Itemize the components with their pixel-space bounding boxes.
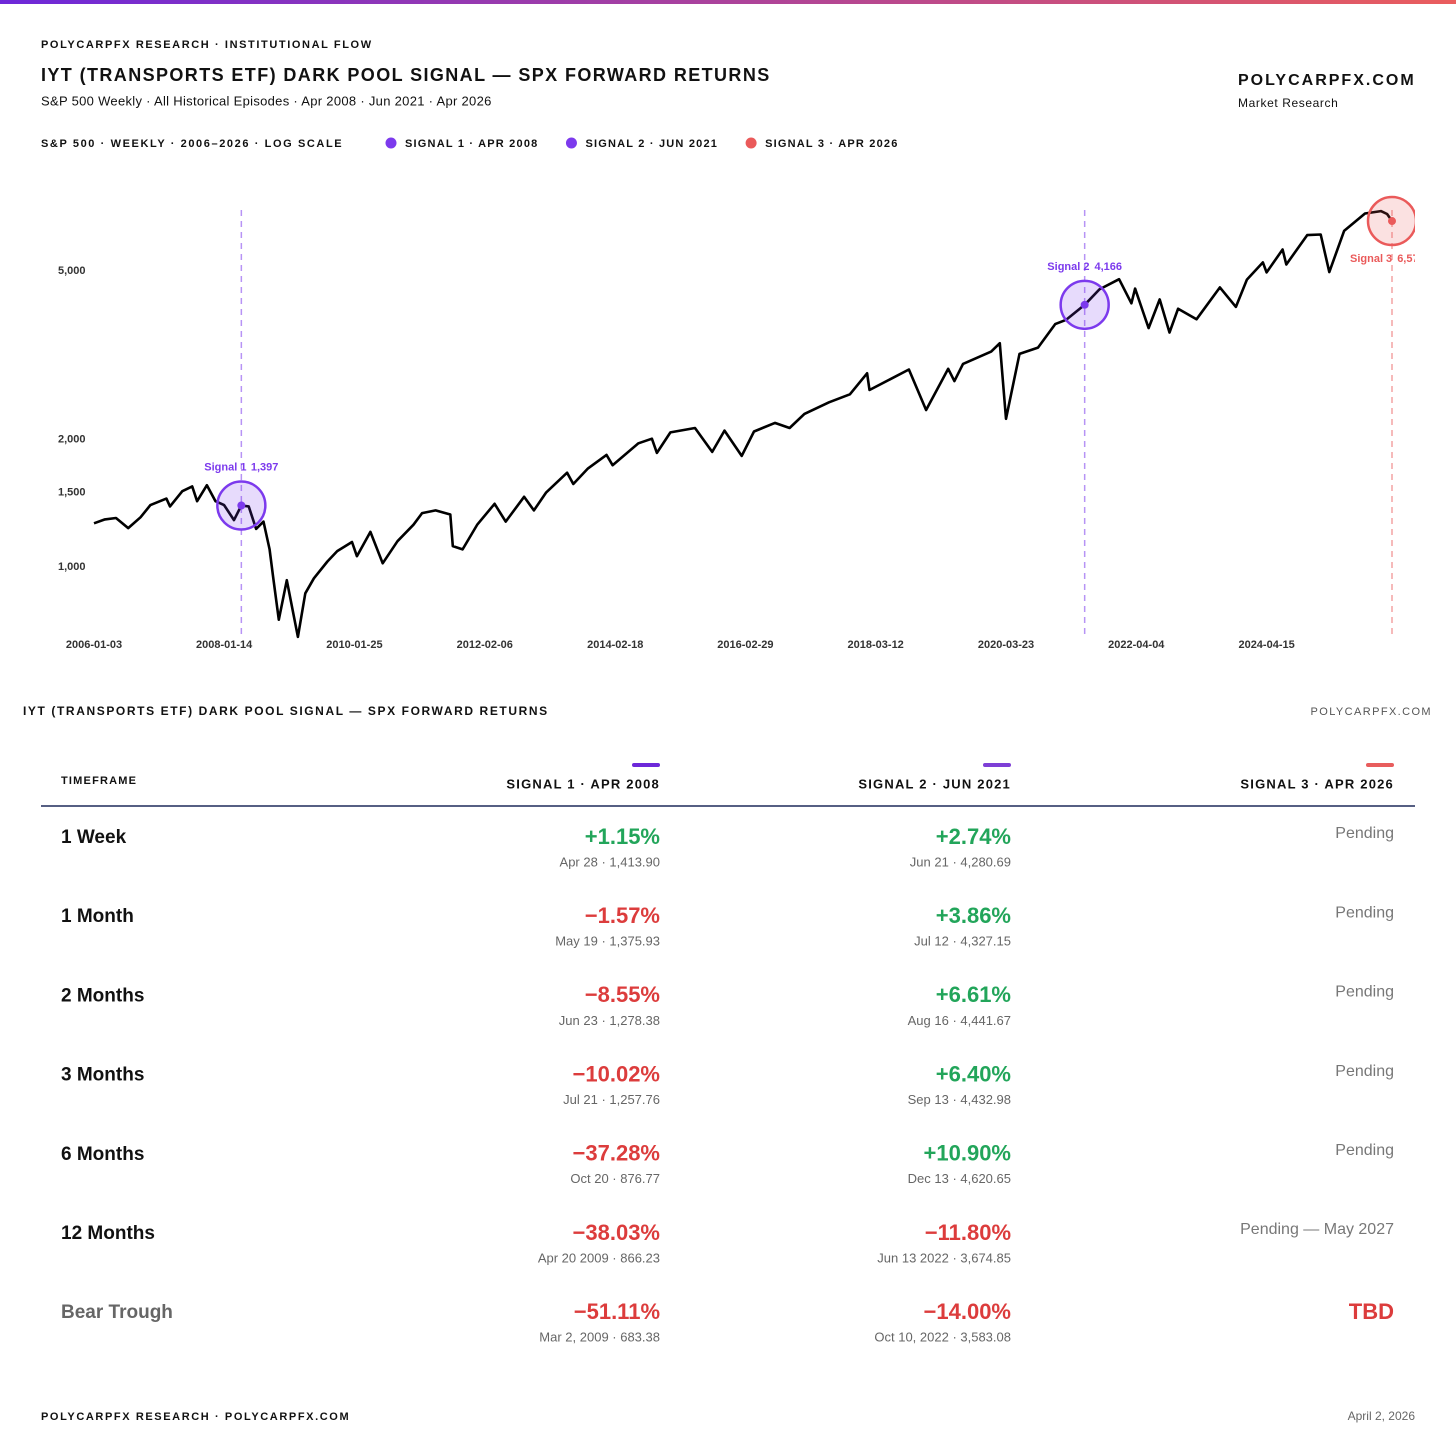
column-accent xyxy=(632,763,660,767)
cell-note: Jul 21 · 1,257.76 xyxy=(563,1092,660,1107)
cell-value: −11.80% xyxy=(925,1220,1011,1245)
cell-value: Pending xyxy=(1335,825,1394,842)
cell-value: +2.74% xyxy=(936,824,1011,849)
legend-dot xyxy=(385,137,397,149)
table: IYT (TRANSPORTS ETF) DARK POOL SIGNAL — … xyxy=(23,704,1432,1345)
cell-value: +1.15% xyxy=(585,824,660,849)
price-line xyxy=(93,209,1394,639)
cell-note: Apr 28 · 1,413.90 xyxy=(560,854,660,869)
signal-value: 4,166 xyxy=(1094,261,1122,273)
x-tick-label: 2012-02-06 xyxy=(457,639,513,651)
cell-value: Pending xyxy=(1335,984,1394,1001)
row-label: 3 Months xyxy=(61,1065,144,1086)
page-title: IYT (TRANSPORTS ETF) DARK POOL SIGNAL — … xyxy=(41,65,771,85)
cell-value: −14.00% xyxy=(924,1299,1011,1324)
subtitle: S&P 500 Weekly · All Historical Episodes… xyxy=(41,93,492,108)
x-tick-label: 2006-01-03 xyxy=(66,639,122,651)
y-tick-label: 1,500 xyxy=(58,486,86,498)
cell-value: +6.40% xyxy=(936,1061,1011,1086)
cell-note: Oct 10, 2022 · 3,583.08 xyxy=(874,1330,1011,1345)
y-tick-label: 1,000 xyxy=(58,561,86,573)
column-header: TIMEFRAME xyxy=(61,775,137,787)
signal-dot xyxy=(1080,300,1089,309)
cell-note: Jun 21 · 4,280.69 xyxy=(910,854,1011,869)
cell-value: −38.03% xyxy=(573,1220,660,1245)
table-brand: POLYCARPFX.COM xyxy=(1311,706,1432,718)
cell-note: May 19 · 1,375.93 xyxy=(555,934,660,949)
column-accent xyxy=(983,763,1011,767)
y-tick-label: 2,000 xyxy=(58,433,86,445)
cell-value: TBD xyxy=(1349,1299,1394,1324)
cell-value: +6.61% xyxy=(936,982,1011,1007)
x-tick-label: 2008-01-14 xyxy=(196,639,253,651)
signal-label: Signal 3 6,575 xyxy=(1350,253,1425,265)
x-tick-label: 2014-02-18 xyxy=(587,639,643,651)
legend-label: SIGNAL 1 · APR 2008 xyxy=(405,138,538,150)
chart-title: S&P 500 · WEEKLY · 2006–2026 · LOG SCALE xyxy=(41,138,343,150)
signal-value: 6,575 xyxy=(1397,253,1425,265)
column-header: SIGNAL 1 · APR 2008 xyxy=(506,776,660,791)
cell-value: Pending xyxy=(1335,1063,1394,1080)
top-bar xyxy=(0,0,1456,4)
brand-sub: Market Research xyxy=(1238,96,1338,110)
x-tick-label: 2010-01-25 xyxy=(326,639,382,651)
row-label: 12 Months xyxy=(61,1223,155,1244)
signal-dot xyxy=(237,501,246,510)
cell-note: Jul 12 · 4,327.15 xyxy=(914,934,1011,949)
signal-dot xyxy=(1388,217,1396,226)
cell-note: Mar 2, 2009 · 683.38 xyxy=(539,1330,660,1345)
legend-label: SIGNAL 3 · APR 2026 xyxy=(765,138,898,150)
x-tick-label: 2024-04-15 xyxy=(1238,639,1294,651)
cell-value: −8.55% xyxy=(585,982,660,1007)
legend-label: SIGNAL 2 · JUN 2021 xyxy=(585,138,718,150)
cell-note: Jun 13 2022 · 3,674.85 xyxy=(877,1250,1011,1265)
x-tick-label: 2018-03-12 xyxy=(848,639,904,651)
cell-value: −1.57% xyxy=(585,903,660,928)
brand: POLYCARPFX.COM xyxy=(1238,72,1416,89)
chart: SIGNAL 1 · APR 2008 SIGNAL 2 · JUN 2021 SI… xyxy=(52,137,1425,651)
signal-value: 1,397 xyxy=(251,461,279,473)
row-label: Bear Trough xyxy=(61,1302,173,1323)
legend-dot xyxy=(745,137,757,149)
cell-value: Pending xyxy=(1335,904,1394,921)
cell-value: Pending xyxy=(1335,1142,1394,1159)
row-label: 6 Months xyxy=(61,1144,144,1165)
x-tick-label: 2022-04-04 xyxy=(1108,639,1165,651)
cell-value: −51.11% xyxy=(574,1299,660,1324)
legend-dot xyxy=(565,137,577,149)
column-accent xyxy=(1366,763,1394,767)
cell-value: −37.28% xyxy=(573,1141,660,1166)
table-title: IYT (TRANSPORTS ETF) DARK POOL SIGNAL — … xyxy=(23,704,549,718)
cell-note: Jun 23 · 1,278.38 xyxy=(559,1013,660,1028)
footer-left: POLYCARPFX RESEARCH · POLYCARPFX.COM xyxy=(41,1411,350,1423)
x-tick-label: 2020-03-23 xyxy=(978,639,1034,651)
cell-value: +10.90% xyxy=(924,1141,1011,1166)
cell-note: Aug 16 · 4,441.67 xyxy=(908,1013,1011,1028)
row-label: 2 Months xyxy=(61,985,144,1006)
cell-value: +3.86% xyxy=(936,903,1011,928)
y-tick-label: 5,000 xyxy=(58,265,86,277)
signal-label: Signal 1 1,397 xyxy=(204,461,278,473)
cell-note: Apr 20 2009 · 866.23 xyxy=(538,1250,660,1265)
footer-right: April 2, 2026 xyxy=(1348,1409,1416,1423)
cell-note: Dec 13 · 4,620.65 xyxy=(908,1171,1011,1186)
signal-name: Signal 1 xyxy=(204,461,246,473)
column-header: SIGNAL 2 · JUN 2021 xyxy=(858,776,1011,791)
plot: Signal 1 1,397 Signal 2 4,166 Signal 3 6,575 xyxy=(93,195,1425,639)
row-label: 1 Week xyxy=(61,827,127,848)
signal-name: Signal 3 xyxy=(1350,253,1392,265)
signal-label: Signal 2 4,166 xyxy=(1047,261,1122,273)
x-tick-label: 2016-02-29 xyxy=(717,639,773,651)
cell-value: −10.02% xyxy=(573,1061,660,1086)
cell-note: Sep 13 · 4,432.98 xyxy=(908,1092,1011,1107)
kicker: POLYCARPFX RESEARCH · INSTITUTIONAL FLOW xyxy=(41,39,373,51)
signal-name: Signal 2 xyxy=(1047,261,1089,273)
cell-value: Pending — May 2027 xyxy=(1240,1221,1394,1238)
cell-note: Oct 20 · 876.77 xyxy=(570,1171,660,1186)
row-label: 1 Month xyxy=(61,906,134,927)
column-header: SIGNAL 3 · APR 2026 xyxy=(1240,776,1394,791)
